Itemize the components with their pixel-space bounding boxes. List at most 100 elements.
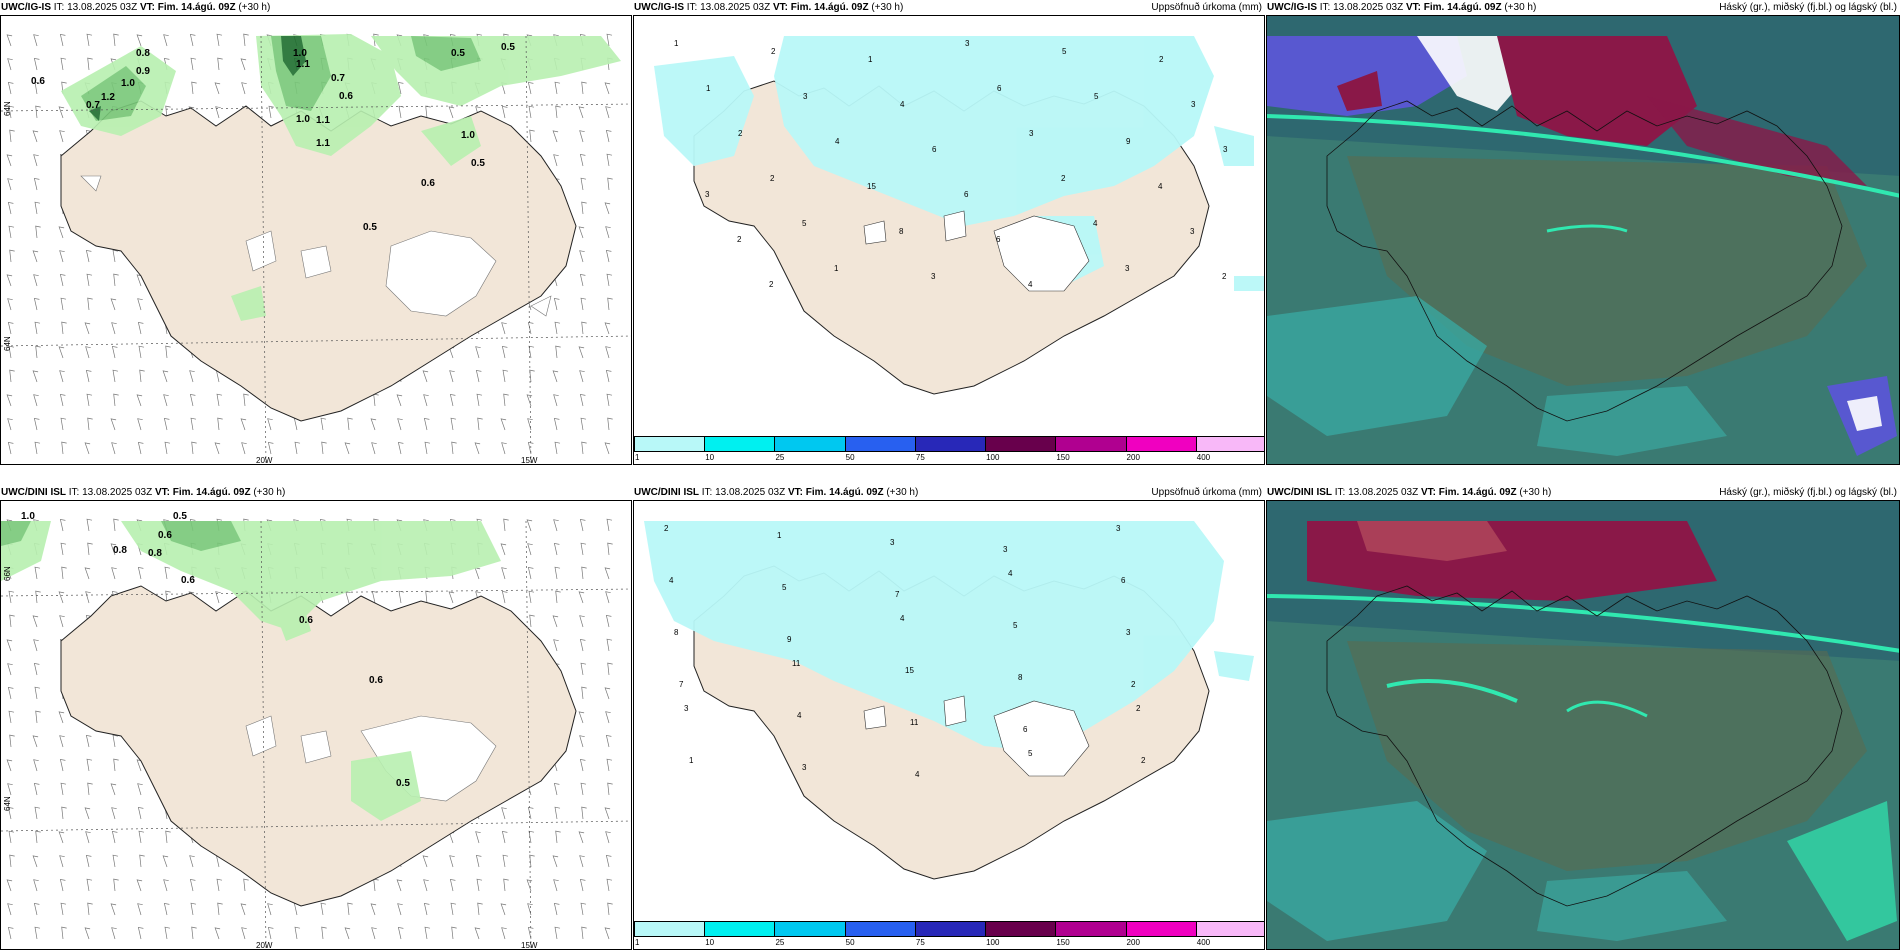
wind-barb xyxy=(580,297,587,311)
wind-barb xyxy=(59,615,65,628)
precip-value-label: 2 xyxy=(769,280,774,289)
wind-barb xyxy=(136,879,143,892)
wind-barb xyxy=(267,441,274,455)
wind-barb xyxy=(136,34,143,47)
gust-value-label: 0.9 xyxy=(136,66,150,77)
gust-value-labels: 1.0 0.50.60.8 0.80.60.60.60.5 xyxy=(21,511,410,789)
precip-value-label: 5 xyxy=(1062,47,1067,56)
wind-barb xyxy=(529,369,535,383)
iceland-outline xyxy=(1326,100,1843,422)
wind-barb xyxy=(7,298,13,311)
wind-barb xyxy=(33,394,39,407)
colorbar-segment xyxy=(634,436,706,452)
wind-barb xyxy=(113,33,119,47)
precip-value-label: 1 xyxy=(868,55,873,64)
wind-barb xyxy=(216,878,223,892)
wind-barb xyxy=(580,417,587,431)
wind-barb xyxy=(191,926,197,940)
gust-value-label: 0.6 xyxy=(181,575,195,586)
wind-barb xyxy=(33,154,39,167)
wind-barb xyxy=(58,711,65,724)
wind-barb xyxy=(162,370,169,383)
wind-barb xyxy=(606,878,613,892)
wind-barb xyxy=(84,807,91,820)
wind-barb xyxy=(60,417,67,431)
precip-value-label: 3 xyxy=(931,272,936,281)
wind-barb xyxy=(85,854,92,868)
wind-barb xyxy=(605,591,611,604)
cloud-panel-top: UWC/IG-IS IT: 13.08.2025 03Z VT: Fim. 14… xyxy=(1266,0,1900,465)
wind-barb xyxy=(449,393,456,407)
wind-barb xyxy=(86,393,93,407)
precip-value-label: 1 xyxy=(706,84,711,93)
gust-value-label: 1.0 xyxy=(293,48,307,59)
white-patches xyxy=(863,695,1090,777)
wind-barb xyxy=(606,153,613,167)
wind-barb xyxy=(294,441,301,455)
gust-value-labels: 0.80.91.00.61.20.71.01.10.70.61.0 1.11.10… xyxy=(31,42,515,233)
wind-barb xyxy=(217,57,223,71)
wind-barb xyxy=(240,58,247,71)
wind-barb xyxy=(35,710,41,724)
wind-barb xyxy=(397,441,404,455)
wind-barb xyxy=(527,806,534,820)
gust-value-label: 0.5 xyxy=(173,511,187,522)
wind-barb xyxy=(579,855,585,868)
wind-barb xyxy=(112,854,119,868)
wind-barb xyxy=(552,130,559,143)
cloud-map-top xyxy=(1266,15,1900,465)
gust-value-label: 1.1 xyxy=(316,138,330,149)
wind-barb xyxy=(113,393,119,407)
wind-barb xyxy=(424,441,431,455)
wind-barb xyxy=(474,442,481,455)
wind-barb xyxy=(110,903,117,916)
wind-barb xyxy=(6,394,13,407)
wind-barb xyxy=(33,57,40,71)
wind-barb xyxy=(474,927,481,940)
wind-barb xyxy=(553,154,559,167)
wind-barb xyxy=(34,566,41,580)
wind-barb xyxy=(240,903,247,916)
wind-barb xyxy=(423,417,430,431)
precip-value-label: 4 xyxy=(900,614,905,623)
wind-barb xyxy=(607,297,613,311)
precip-value-label: 3 xyxy=(1191,100,1196,109)
colorbar-segment xyxy=(774,921,846,937)
wind-barb xyxy=(59,370,65,383)
wind-barb xyxy=(32,615,39,628)
precip-value-label: 11 xyxy=(910,718,919,727)
wind-barb xyxy=(59,518,66,532)
colorbar-tick-label: 75 xyxy=(915,453,925,462)
wind-barb xyxy=(111,830,118,844)
wind-barb xyxy=(579,638,586,652)
wind-barb xyxy=(451,441,457,455)
precip-value-label: 7 xyxy=(679,680,684,689)
wind-barb xyxy=(578,106,585,119)
wind-barb xyxy=(58,591,65,604)
gust-value-label: 0.6 xyxy=(339,91,353,102)
wind-barb xyxy=(34,441,41,455)
wind-barb xyxy=(6,274,13,287)
gust-value-label: 1.1 xyxy=(296,59,310,70)
wind-barb xyxy=(527,543,533,556)
wind-barb xyxy=(60,902,67,916)
wind-barb xyxy=(580,782,587,796)
wind-barb xyxy=(35,830,41,844)
precip-value-label: 4 xyxy=(835,137,840,146)
wind-barb xyxy=(84,927,91,940)
wind-barb xyxy=(138,345,145,359)
wind-barb xyxy=(85,249,92,263)
panel-header: UWC/IG-IS IT: 13.08.2025 03Z VT: Fim. 14… xyxy=(634,2,1262,13)
wind-barb xyxy=(9,369,15,383)
wind-barb xyxy=(527,903,533,916)
wind-barb xyxy=(607,662,613,676)
wind-barb xyxy=(165,830,171,844)
wind-barb xyxy=(87,57,93,71)
wind-barb xyxy=(7,201,14,215)
precip-map-svg-bottom: 2 1 3 3 3 4 5 7 4 6 8 9 4 5 3 7 11 15 8 2 3 4 11 6 2 1 3 4 5 2 xyxy=(634,501,1264,921)
wind-barb xyxy=(502,854,509,868)
wind-barb xyxy=(33,782,40,796)
cloud-map-svg-bottom xyxy=(1267,501,1899,949)
wind-barb xyxy=(9,249,15,263)
precip-value-label: 15 xyxy=(867,182,876,191)
